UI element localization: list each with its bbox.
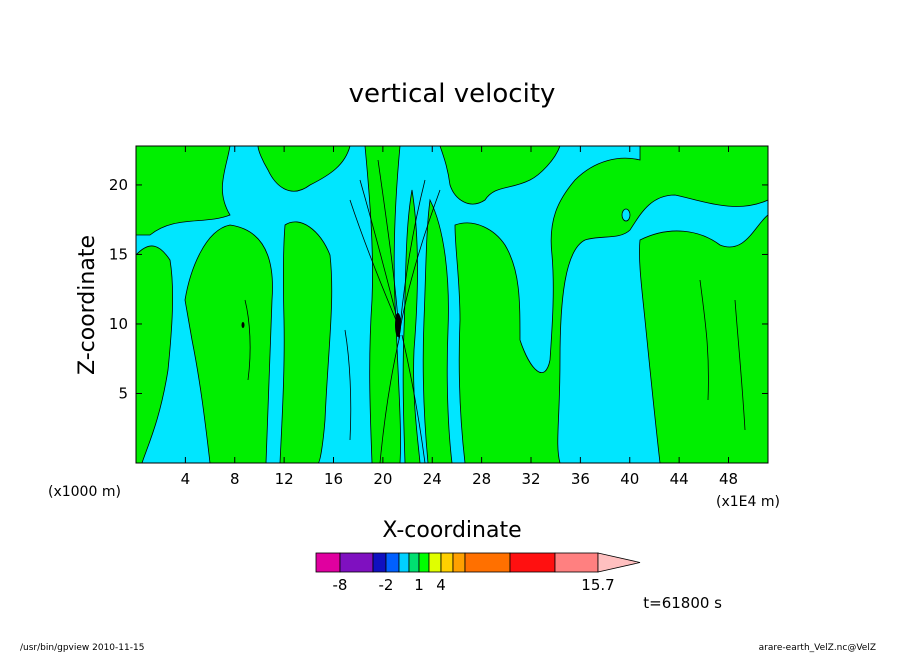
colorbar-cell bbox=[452, 552, 466, 573]
y-tick-label: 10 bbox=[109, 315, 128, 333]
x-tick-label: 16 bbox=[324, 470, 343, 488]
contour-spot bbox=[621, 208, 631, 222]
y-axis-label: Z-coordinate bbox=[75, 235, 100, 375]
colorbar-cell bbox=[440, 552, 454, 573]
colorbar-tick-label: 1 bbox=[414, 576, 424, 594]
contour-spot bbox=[395, 313, 401, 337]
time-label: t=61800 s bbox=[643, 594, 722, 612]
x-tick-label: 44 bbox=[670, 470, 689, 488]
colorbar-tick-label: -2 bbox=[379, 576, 394, 594]
chart-title: vertical velocity bbox=[349, 79, 556, 109]
x-unit-right: (x1E4 m) bbox=[716, 494, 780, 510]
x-tick-label: 28 bbox=[472, 470, 491, 488]
colorbar-tick-label: 15.7 bbox=[581, 576, 614, 594]
x-tick-label: 36 bbox=[571, 470, 590, 488]
positive-zones bbox=[136, 146, 768, 463]
colorbar-cell bbox=[398, 552, 410, 573]
colorbar-cell bbox=[385, 552, 400, 573]
footer-right: arare-earth_VelZ.nc@VelZ bbox=[759, 643, 876, 653]
x-tick-label: 48 bbox=[719, 470, 738, 488]
x-tick-label: 32 bbox=[521, 470, 540, 488]
x-tick-label: 4 bbox=[181, 470, 191, 488]
plot-area bbox=[136, 146, 768, 463]
x-axis: 4 8 12 16 20 24 28 32 36 40 44 48 bbox=[181, 146, 738, 488]
plot-frame bbox=[135, 145, 769, 464]
x-tick-label: 20 bbox=[373, 470, 392, 488]
x-tick-label: 40 bbox=[620, 470, 639, 488]
y-axis: 5 10 15 20 bbox=[109, 176, 768, 402]
x-tick-label: 12 bbox=[275, 470, 294, 488]
colorbar-cell bbox=[339, 552, 374, 573]
contour-spot bbox=[241, 322, 245, 328]
colorbar-cell bbox=[554, 552, 599, 573]
footer-left: /usr/bin/gpview 2010-11-15 bbox=[20, 643, 144, 653]
colorbar-tick-label: -8 bbox=[333, 576, 348, 594]
colorbar-arrow bbox=[597, 552, 641, 573]
y-tick-label: 20 bbox=[109, 176, 128, 194]
y-tick-label: 15 bbox=[109, 245, 128, 263]
colorbar-cell bbox=[372, 552, 387, 573]
x-unit-left: (x1000 m) bbox=[48, 484, 121, 500]
colorbar-cell bbox=[408, 552, 420, 573]
colorbar-cell bbox=[315, 552, 341, 573]
x-tick-label: 8 bbox=[230, 470, 240, 488]
x-tick-label: 24 bbox=[423, 470, 442, 488]
colorbar-cell bbox=[509, 552, 556, 573]
colorbar-cell bbox=[428, 552, 442, 573]
colorbar: -8 -2 1 4 15.7 bbox=[315, 552, 641, 594]
colorbar-cell bbox=[464, 552, 511, 573]
colorbar-tick-label: 4 bbox=[436, 576, 446, 594]
x-axis-label: X-coordinate bbox=[382, 518, 521, 543]
colorbar-cell bbox=[418, 552, 430, 573]
y-tick-label: 5 bbox=[118, 384, 128, 402]
